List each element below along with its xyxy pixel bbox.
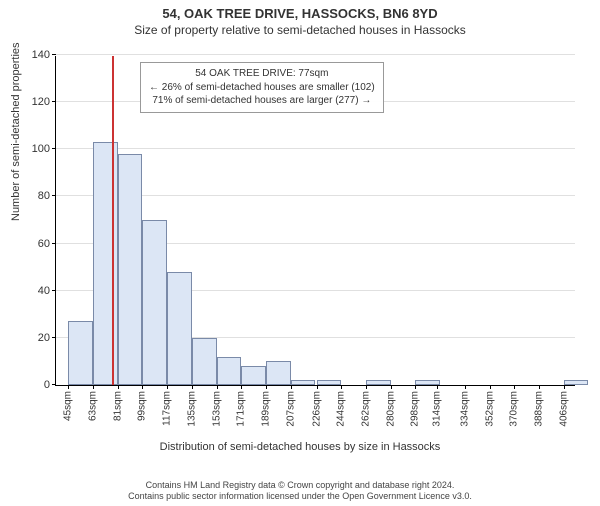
xtick-mark bbox=[266, 385, 267, 389]
xtick-mark bbox=[564, 385, 565, 389]
xtick-mark bbox=[217, 385, 218, 389]
xtick-label: 81sqm bbox=[112, 391, 123, 421]
xtick-label: 135sqm bbox=[186, 391, 197, 427]
xtick-label: 406sqm bbox=[558, 391, 569, 427]
xtick-mark bbox=[291, 385, 292, 389]
ytick-label: 140 bbox=[32, 49, 50, 61]
histogram-bar bbox=[142, 220, 167, 385]
xtick-mark bbox=[341, 385, 342, 389]
histogram-bar bbox=[241, 366, 266, 385]
xtick-label: 99sqm bbox=[137, 391, 148, 421]
xtick-label: 45sqm bbox=[63, 391, 74, 421]
xtick-mark bbox=[167, 385, 168, 389]
x-axis-label: Distribution of semi-detached houses by … bbox=[0, 441, 600, 453]
gridline bbox=[56, 148, 575, 149]
gridline bbox=[56, 54, 575, 55]
xtick-mark bbox=[539, 385, 540, 389]
histogram-bar bbox=[564, 380, 589, 385]
ytick-mark bbox=[52, 243, 56, 244]
legend-box: 54 OAK TREE DRIVE: 77sqm ← 26% of semi-d… bbox=[140, 62, 384, 113]
ytick-label: 100 bbox=[32, 143, 50, 155]
ytick-label: 40 bbox=[38, 285, 50, 297]
histogram-bar bbox=[118, 154, 143, 385]
histogram-bar bbox=[217, 357, 242, 385]
xtick-label: 262sqm bbox=[361, 391, 372, 427]
xtick-label: 117sqm bbox=[162, 391, 173, 426]
ytick-mark bbox=[52, 384, 56, 385]
xtick-mark bbox=[437, 385, 438, 389]
xtick-mark bbox=[465, 385, 466, 389]
xtick-mark bbox=[142, 385, 143, 389]
ytick-mark bbox=[52, 337, 56, 338]
xtick-mark bbox=[391, 385, 392, 389]
xtick-label: 171sqm bbox=[236, 391, 247, 427]
xtick-mark bbox=[415, 385, 416, 389]
histogram-bar bbox=[68, 321, 93, 385]
xtick-label: 352sqm bbox=[484, 391, 495, 427]
marker-line bbox=[112, 56, 114, 385]
xtick-mark bbox=[366, 385, 367, 389]
histogram-bar bbox=[192, 338, 217, 385]
ytick-label: 120 bbox=[32, 96, 50, 108]
ytick-mark bbox=[52, 148, 56, 149]
ytick-mark bbox=[52, 195, 56, 196]
xtick-label: 298sqm bbox=[410, 391, 421, 427]
xtick-mark bbox=[514, 385, 515, 389]
ytick-label: 0 bbox=[44, 379, 50, 391]
footer-line-2: Contains public sector information licen… bbox=[0, 491, 600, 502]
xtick-mark bbox=[118, 385, 119, 389]
plot-region: 02040608010012014045sqm63sqm81sqm99sqm11… bbox=[55, 56, 575, 386]
histogram-bar bbox=[317, 380, 342, 385]
xtick-mark bbox=[68, 385, 69, 389]
xtick-mark bbox=[490, 385, 491, 389]
xtick-label: 314sqm bbox=[432, 391, 443, 427]
xtick-label: 63sqm bbox=[88, 391, 99, 421]
ytick-mark bbox=[52, 54, 56, 55]
histogram-chart: 02040608010012014045sqm63sqm81sqm99sqm11… bbox=[55, 56, 575, 386]
histogram-bar bbox=[266, 361, 291, 385]
xtick-label: 226sqm bbox=[311, 391, 322, 427]
legend-line-2: ← 26% of semi-detached houses are smalle… bbox=[149, 81, 375, 95]
xtick-label: 334sqm bbox=[459, 391, 470, 427]
xtick-label: 280sqm bbox=[385, 391, 396, 427]
histogram-bar bbox=[291, 380, 316, 385]
xtick-label: 189sqm bbox=[260, 391, 271, 427]
histogram-bar bbox=[167, 272, 192, 385]
ytick-mark bbox=[52, 101, 56, 102]
histogram-bar bbox=[366, 380, 391, 385]
xtick-mark bbox=[192, 385, 193, 389]
xtick-mark bbox=[93, 385, 94, 389]
xtick-label: 153sqm bbox=[211, 391, 222, 427]
xtick-mark bbox=[317, 385, 318, 389]
footer-line-1: Contains HM Land Registry data © Crown c… bbox=[0, 480, 600, 491]
page-subtitle: Size of property relative to semi-detach… bbox=[0, 23, 600, 37]
y-axis-label: Number of semi-detached properties bbox=[10, 42, 22, 221]
histogram-bar bbox=[93, 142, 118, 385]
ytick-mark bbox=[52, 290, 56, 291]
ytick-label: 60 bbox=[38, 238, 50, 250]
ytick-label: 20 bbox=[38, 332, 50, 344]
xtick-label: 370sqm bbox=[509, 391, 520, 427]
ytick-label: 80 bbox=[38, 190, 50, 202]
legend-line-1: 54 OAK TREE DRIVE: 77sqm bbox=[149, 67, 375, 81]
xtick-mark bbox=[241, 385, 242, 389]
xtick-label: 244sqm bbox=[336, 391, 347, 427]
legend-line-3: 71% of semi-detached houses are larger (… bbox=[149, 94, 375, 108]
page-title: 54, OAK TREE DRIVE, HASSOCKS, BN6 8YD bbox=[0, 6, 600, 21]
footer-attribution: Contains HM Land Registry data © Crown c… bbox=[0, 480, 600, 503]
xtick-label: 207sqm bbox=[285, 391, 296, 427]
xtick-label: 388sqm bbox=[533, 391, 544, 427]
